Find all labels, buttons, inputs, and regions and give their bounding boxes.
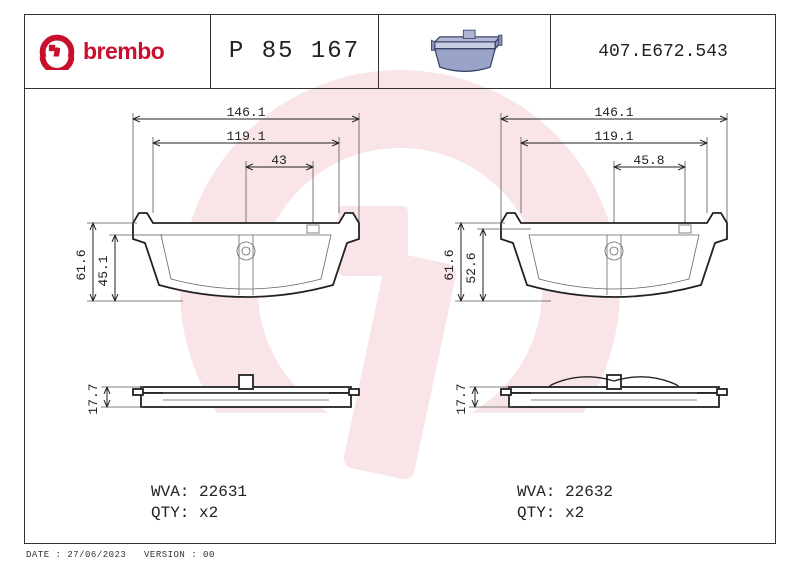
wva-label: WVA: xyxy=(517,483,555,501)
dim-overall-width: 146.1 xyxy=(594,105,633,120)
dim-overall-width: 146.1 xyxy=(226,105,265,120)
pad-thumbnail-icon xyxy=(423,25,507,79)
pad-drawing-right: 146.1 119.1 45.8 xyxy=(431,105,761,515)
drawing-code: 407.E672.543 xyxy=(598,42,728,62)
dim-inner-width: 119.1 xyxy=(594,129,633,144)
drawing-frame: brembo P 85 167 407.E672.543 xyxy=(24,14,776,544)
brembo-mark-icon xyxy=(39,34,75,70)
thumbnail-cell xyxy=(379,15,551,88)
wva-value: 22632 xyxy=(565,483,613,501)
info-block-left: WVA: 22631 QTY: x2 xyxy=(151,482,247,525)
dim-height-inner: 52.6 xyxy=(464,252,479,283)
brembo-logo: brembo xyxy=(39,34,164,70)
qty-value: x2 xyxy=(199,504,218,522)
drawing-area: 146.1 119.1 43 xyxy=(25,89,775,543)
footer-date: 27/06/2023 xyxy=(67,550,126,560)
part-number: P 85 167 xyxy=(229,38,360,65)
footer-version: 00 xyxy=(203,550,215,560)
qty-label: QTY: xyxy=(517,504,555,522)
dim-thickness: 17.7 xyxy=(454,383,469,414)
dim-thickness: 17.7 xyxy=(86,383,101,414)
footer-version-label: VERSION : xyxy=(144,550,197,560)
part-number-cell: P 85 167 xyxy=(211,15,379,88)
brand-cell: brembo xyxy=(25,15,211,88)
drawing-code-cell: 407.E672.543 xyxy=(551,15,775,88)
qty-value: x2 xyxy=(565,504,584,522)
dim-inner-width: 119.1 xyxy=(226,129,265,144)
header-row: brembo P 85 167 407.E672.543 xyxy=(25,15,775,89)
dim-height-outer: 61.6 xyxy=(74,249,89,280)
dim-sensor-pos: 43 xyxy=(271,153,287,168)
wva-label: WVA: xyxy=(151,483,189,501)
pad-drawing-left: 146.1 119.1 43 xyxy=(63,105,393,515)
footer-date-label: DATE : xyxy=(26,550,61,560)
dim-height-outer: 61.6 xyxy=(442,249,457,280)
wva-value: 22631 xyxy=(199,483,247,501)
brand-name: brembo xyxy=(83,38,164,65)
dim-height-inner: 45.1 xyxy=(96,255,111,286)
footer-meta: DATE : 27/06/2023 VERSION : 00 xyxy=(26,550,215,560)
qty-label: QTY: xyxy=(151,504,189,522)
dim-sensor-pos: 45.8 xyxy=(633,153,664,168)
info-block-right: WVA: 22632 QTY: x2 xyxy=(517,482,613,525)
